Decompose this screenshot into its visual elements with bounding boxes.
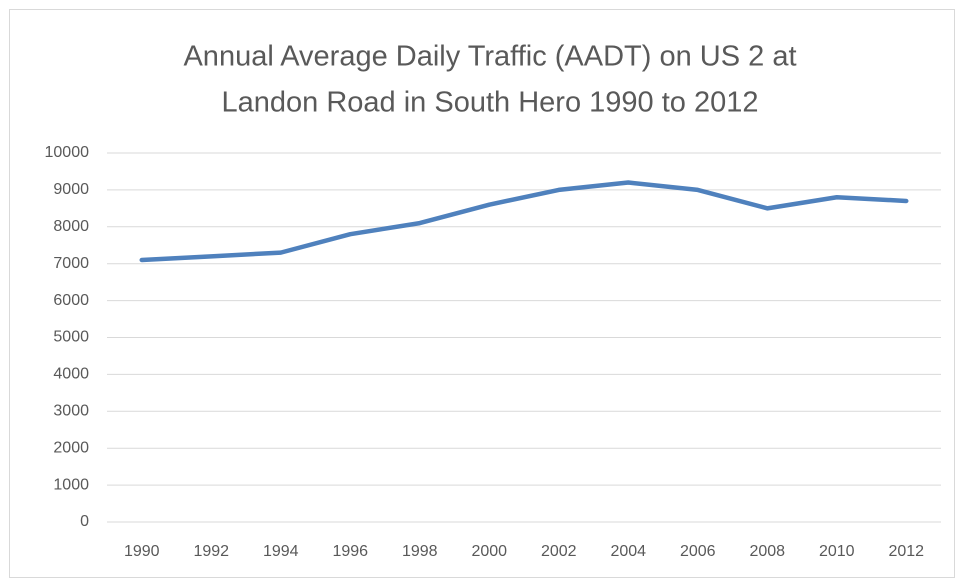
x-tick-label: 1998 (402, 543, 438, 560)
chart-title: Landon Road in South Hero 1990 to 2012 (222, 87, 759, 119)
x-tick-label: 1990 (124, 543, 160, 560)
x-tick-label: 1992 (193, 543, 229, 560)
x-tick-label: 2008 (749, 543, 785, 560)
x-tick-label: 2004 (610, 543, 646, 560)
y-tick-label: 4000 (53, 366, 89, 383)
y-tick-label: 2000 (53, 439, 89, 456)
data-line (139, 180, 909, 263)
y-tick-label: 0 (80, 513, 89, 530)
y-tick-label: 7000 (53, 255, 89, 272)
x-tick-label: 2002 (541, 543, 577, 560)
y-tick-label: 6000 (53, 292, 89, 309)
x-tick-label: 1994 (263, 543, 299, 560)
x-tick-label: 2012 (888, 543, 924, 560)
x-tick-label: 2010 (819, 543, 855, 560)
y-tick-label: 10000 (45, 144, 90, 161)
y-tick-label: 9000 (53, 181, 89, 198)
y-tick-label: 1000 (53, 476, 89, 493)
chart-border (9, 9, 955, 578)
chart-title: Annual Average Daily Traffic (AADT) on U… (183, 41, 796, 73)
y-tick-label: 3000 (53, 403, 89, 420)
y-tick-label: 8000 (53, 218, 89, 235)
x-tick-label: 1996 (332, 543, 368, 560)
x-tick-label: 2000 (471, 543, 507, 560)
y-tick-label: 5000 (53, 329, 89, 346)
x-tick-label: 2006 (680, 543, 716, 560)
